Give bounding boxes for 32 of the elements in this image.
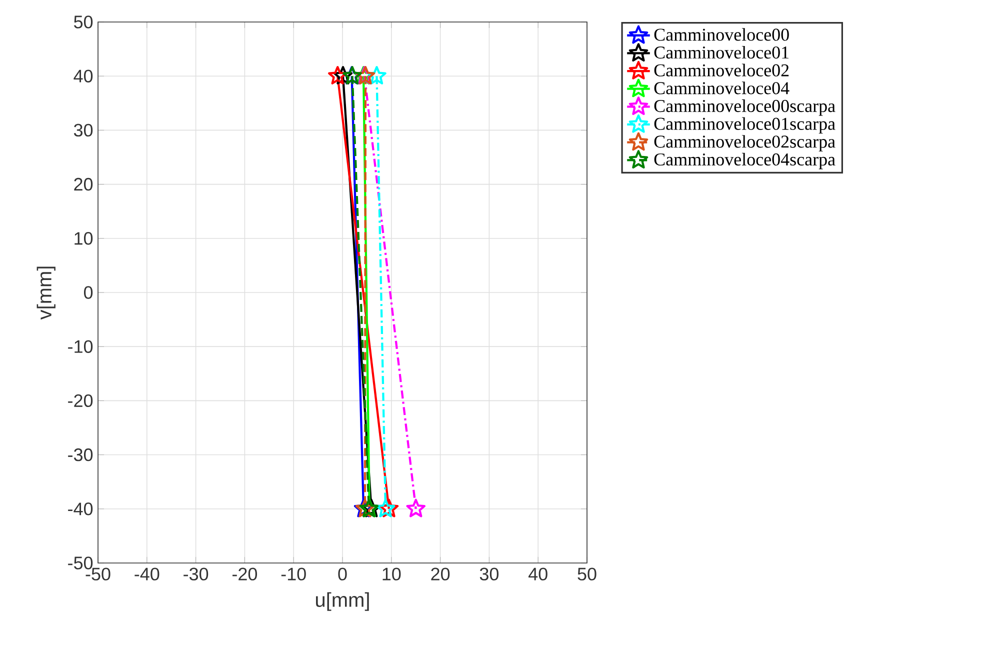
x-tick-label: 0 bbox=[338, 568, 347, 580]
legend-label: Camminoveloce00scarpa bbox=[654, 99, 836, 116]
y-tick-label: 20 bbox=[74, 178, 93, 191]
legend-label: Camminoveloce00 bbox=[654, 28, 789, 41]
legend-label: Camminoveloce02 bbox=[654, 64, 789, 76]
x-axis-title: u[mm] bbox=[316, 592, 369, 611]
x-tick-label: 30 bbox=[480, 568, 499, 580]
y-tick-label: -30 bbox=[68, 448, 93, 462]
legend-label: Camminoveloce04scarpa bbox=[654, 152, 836, 170]
x-tick-label: 40 bbox=[528, 568, 548, 580]
x-tick-label: -20 bbox=[232, 568, 258, 580]
x-tick-label: 20 bbox=[431, 568, 450, 580]
legend-label: Camminoveloce01scarpa bbox=[654, 117, 836, 134]
legend-label: Camminoveloce01 bbox=[654, 46, 789, 59]
x-tick-label: -10 bbox=[281, 568, 306, 580]
y-tick-label: -20 bbox=[68, 394, 93, 408]
y-tick-label: -50 bbox=[68, 556, 93, 570]
y-tick-label: 50 bbox=[74, 16, 93, 28]
y-tick-label: -10 bbox=[68, 340, 93, 353]
x-tick-label: -50 bbox=[86, 568, 110, 580]
y-tick-label: 40 bbox=[74, 70, 93, 82]
legend-label: Camminoveloce04 bbox=[654, 82, 790, 94]
x-tick-label: 50 bbox=[578, 568, 596, 580]
y-tick-label: 0 bbox=[84, 286, 93, 299]
x-tick-label: 10 bbox=[382, 568, 401, 580]
x-tick-label: -40 bbox=[134, 568, 160, 580]
legend-label: Camminoveloce02scarpa bbox=[654, 135, 836, 152]
y-axis-title: v[mm] bbox=[36, 266, 56, 320]
y-tick-label: 30 bbox=[74, 124, 93, 137]
y-tick-label: -40 bbox=[68, 502, 93, 516]
x-tick-label: -30 bbox=[184, 568, 208, 580]
y-tick-label: 10 bbox=[74, 232, 93, 245]
